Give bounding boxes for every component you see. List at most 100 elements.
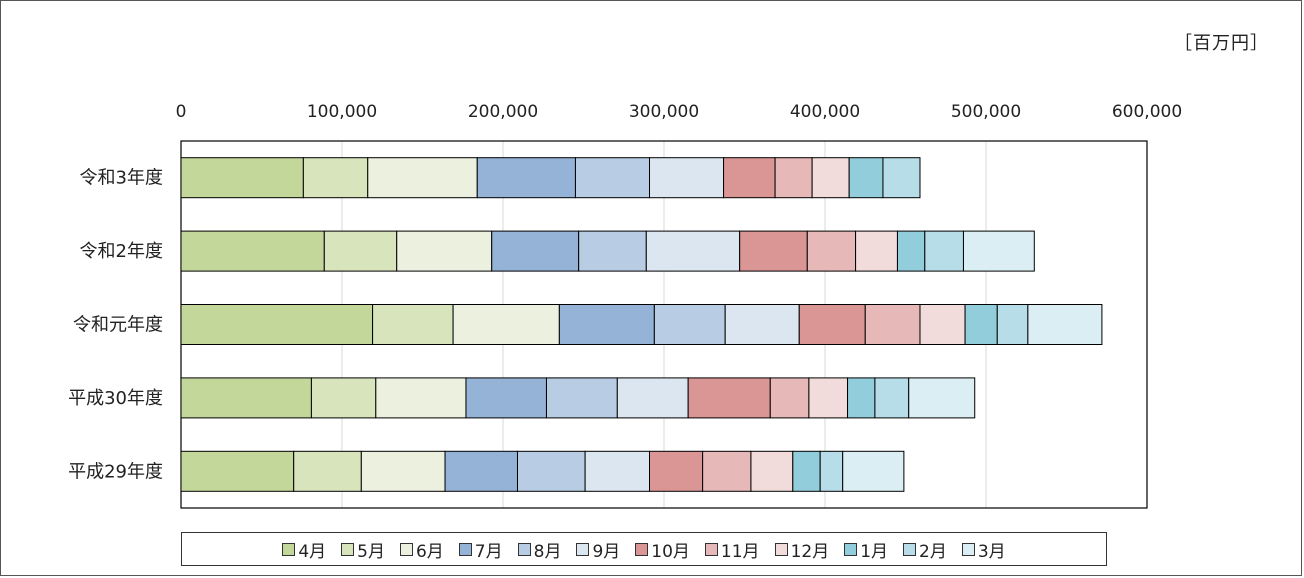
legend-label: 4月 <box>298 541 327 562</box>
bar-segment <box>924 230 964 272</box>
bar-segment <box>874 377 910 419</box>
bar-segment <box>792 450 821 492</box>
bar-segment <box>842 450 905 492</box>
unit-label: ［百万円］ <box>1174 33 1269 54</box>
bar-segment <box>375 377 467 419</box>
legend-item: 6月 <box>399 537 444 562</box>
legend-swatch <box>458 542 472 556</box>
bar-segment <box>750 450 794 492</box>
bar-segment <box>896 230 926 272</box>
bar-segment <box>616 377 689 419</box>
legend-swatch <box>341 542 355 556</box>
bar-segment <box>584 450 651 492</box>
bar-segment <box>476 157 576 199</box>
bar-segment <box>996 304 1029 345</box>
bar-segment <box>769 377 810 419</box>
bar-segment <box>310 377 377 419</box>
legend-item: 10月 <box>635 537 690 562</box>
bar-segment <box>558 304 655 345</box>
legend-label: 3月 <box>977 541 1006 562</box>
bar-segment <box>811 157 850 199</box>
bar-segment <box>574 157 651 199</box>
legend-item: 7月 <box>458 537 503 562</box>
bar-segment <box>1027 304 1103 345</box>
legend-swatch <box>635 542 649 556</box>
legend-swatch <box>774 542 788 556</box>
bar-segment <box>919 304 966 345</box>
legend-label: 2月 <box>919 541 947 562</box>
x-tick-label: 500,000 <box>951 102 1021 122</box>
bar-segment <box>545 377 618 419</box>
x-tick-label: 200,000 <box>468 102 538 122</box>
legend-item: 1月 <box>844 537 888 562</box>
legend-item: 11月 <box>704 537 760 562</box>
legend-swatch <box>282 542 296 556</box>
x-tick-label: 0 <box>176 102 187 122</box>
bar-segment <box>444 450 518 492</box>
legend-item: 2月 <box>903 537 947 562</box>
bar-segment <box>723 157 776 199</box>
bar-segment <box>847 377 876 419</box>
legend-item: 3月 <box>961 537 1006 562</box>
legend-item: 12月 <box>774 537 830 562</box>
legend: 4月 5月 6月 7月 8月 9月 10月 11月 12月 1月 2月 3月 <box>181 532 1107 566</box>
x-tick-label: 300,000 <box>629 102 699 122</box>
category-label: 令和3年度 <box>80 168 163 189</box>
bar-segment <box>645 230 741 272</box>
x-tick-label: 400,000 <box>790 102 860 122</box>
bar-segment <box>964 304 998 345</box>
legend-label: 8月 <box>533 541 562 562</box>
bar-segment <box>360 450 446 492</box>
legend-item: 8月 <box>517 537 562 562</box>
legend-label: 6月 <box>415 541 444 562</box>
bar-segment <box>882 157 921 199</box>
legend-item: 5月 <box>341 537 385 562</box>
bar-segment <box>578 230 647 272</box>
bar-segment <box>396 230 493 272</box>
bar-segment <box>848 157 884 199</box>
legend-swatch <box>704 542 718 556</box>
bar-segment <box>516 450 586 492</box>
bar-segment <box>687 377 771 419</box>
bar-segment <box>908 377 976 419</box>
legend-item: 4月 <box>282 537 326 562</box>
bar-segment <box>293 450 362 492</box>
bar-segment <box>819 450 844 492</box>
category-label: 平成29年度 <box>68 461 163 482</box>
legend-label: 1月 <box>860 541 889 562</box>
bar-segment <box>649 450 704 492</box>
bar-segment <box>808 377 849 419</box>
bar-segment <box>180 230 325 272</box>
bar-segment <box>739 230 808 272</box>
legend-label: 10月 <box>651 541 690 562</box>
legend-label: 9月 <box>592 541 621 562</box>
legend-swatch <box>517 542 531 556</box>
bar-segment <box>702 450 752 492</box>
legend-swatch <box>399 542 413 556</box>
category-label: 令和2年度 <box>80 241 163 262</box>
bar-segment <box>774 157 813 199</box>
bar-segment <box>491 230 580 272</box>
legend-swatch <box>844 542 858 556</box>
legend-swatch <box>576 542 590 556</box>
bar-segment <box>372 304 454 345</box>
bar-segment <box>465 377 547 419</box>
bar-segment <box>180 157 304 199</box>
category-label: 令和元年度 <box>73 315 163 336</box>
legend-item: 9月 <box>576 537 620 562</box>
bar-segment <box>806 230 857 272</box>
bar-segment <box>323 230 398 272</box>
bar-segment <box>855 230 898 272</box>
bar-segment <box>180 377 312 419</box>
bar-segment <box>302 157 369 199</box>
bar-segment <box>649 157 725 199</box>
bar-segment <box>367 157 478 199</box>
legend-label: 11月 <box>720 541 760 562</box>
legend-label: 12月 <box>790 541 830 562</box>
bar-segment <box>452 304 560 345</box>
bar-segment <box>798 304 866 345</box>
bar-segment <box>724 304 800 345</box>
x-tick-label: 100,000 <box>307 102 377 122</box>
legend-swatch <box>903 542 917 556</box>
